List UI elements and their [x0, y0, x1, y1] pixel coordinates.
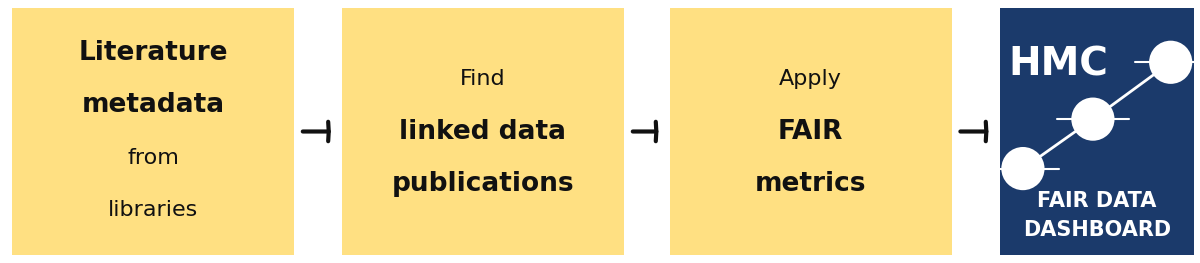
Text: from: from — [127, 148, 179, 168]
Text: FAIR DATA: FAIR DATA — [1037, 191, 1157, 211]
Bar — [342, 8, 624, 255]
Text: metadata: metadata — [82, 92, 224, 118]
Text: Find: Find — [460, 69, 506, 89]
Text: FAIR: FAIR — [778, 119, 844, 144]
Text: Apply: Apply — [779, 69, 842, 89]
Bar — [670, 8, 952, 255]
Ellipse shape — [1072, 98, 1115, 141]
Bar — [12, 8, 294, 255]
Text: DASHBOARD: DASHBOARD — [1022, 220, 1171, 240]
Bar — [1000, 8, 1194, 255]
Text: Literature: Literature — [78, 40, 228, 65]
Text: linked data: linked data — [400, 119, 566, 144]
Ellipse shape — [1150, 41, 1193, 84]
Text: publications: publications — [391, 171, 575, 197]
Text: libraries: libraries — [108, 200, 198, 220]
Ellipse shape — [1001, 147, 1044, 190]
Text: HMC: HMC — [1008, 46, 1108, 84]
Text: metrics: metrics — [755, 171, 866, 197]
